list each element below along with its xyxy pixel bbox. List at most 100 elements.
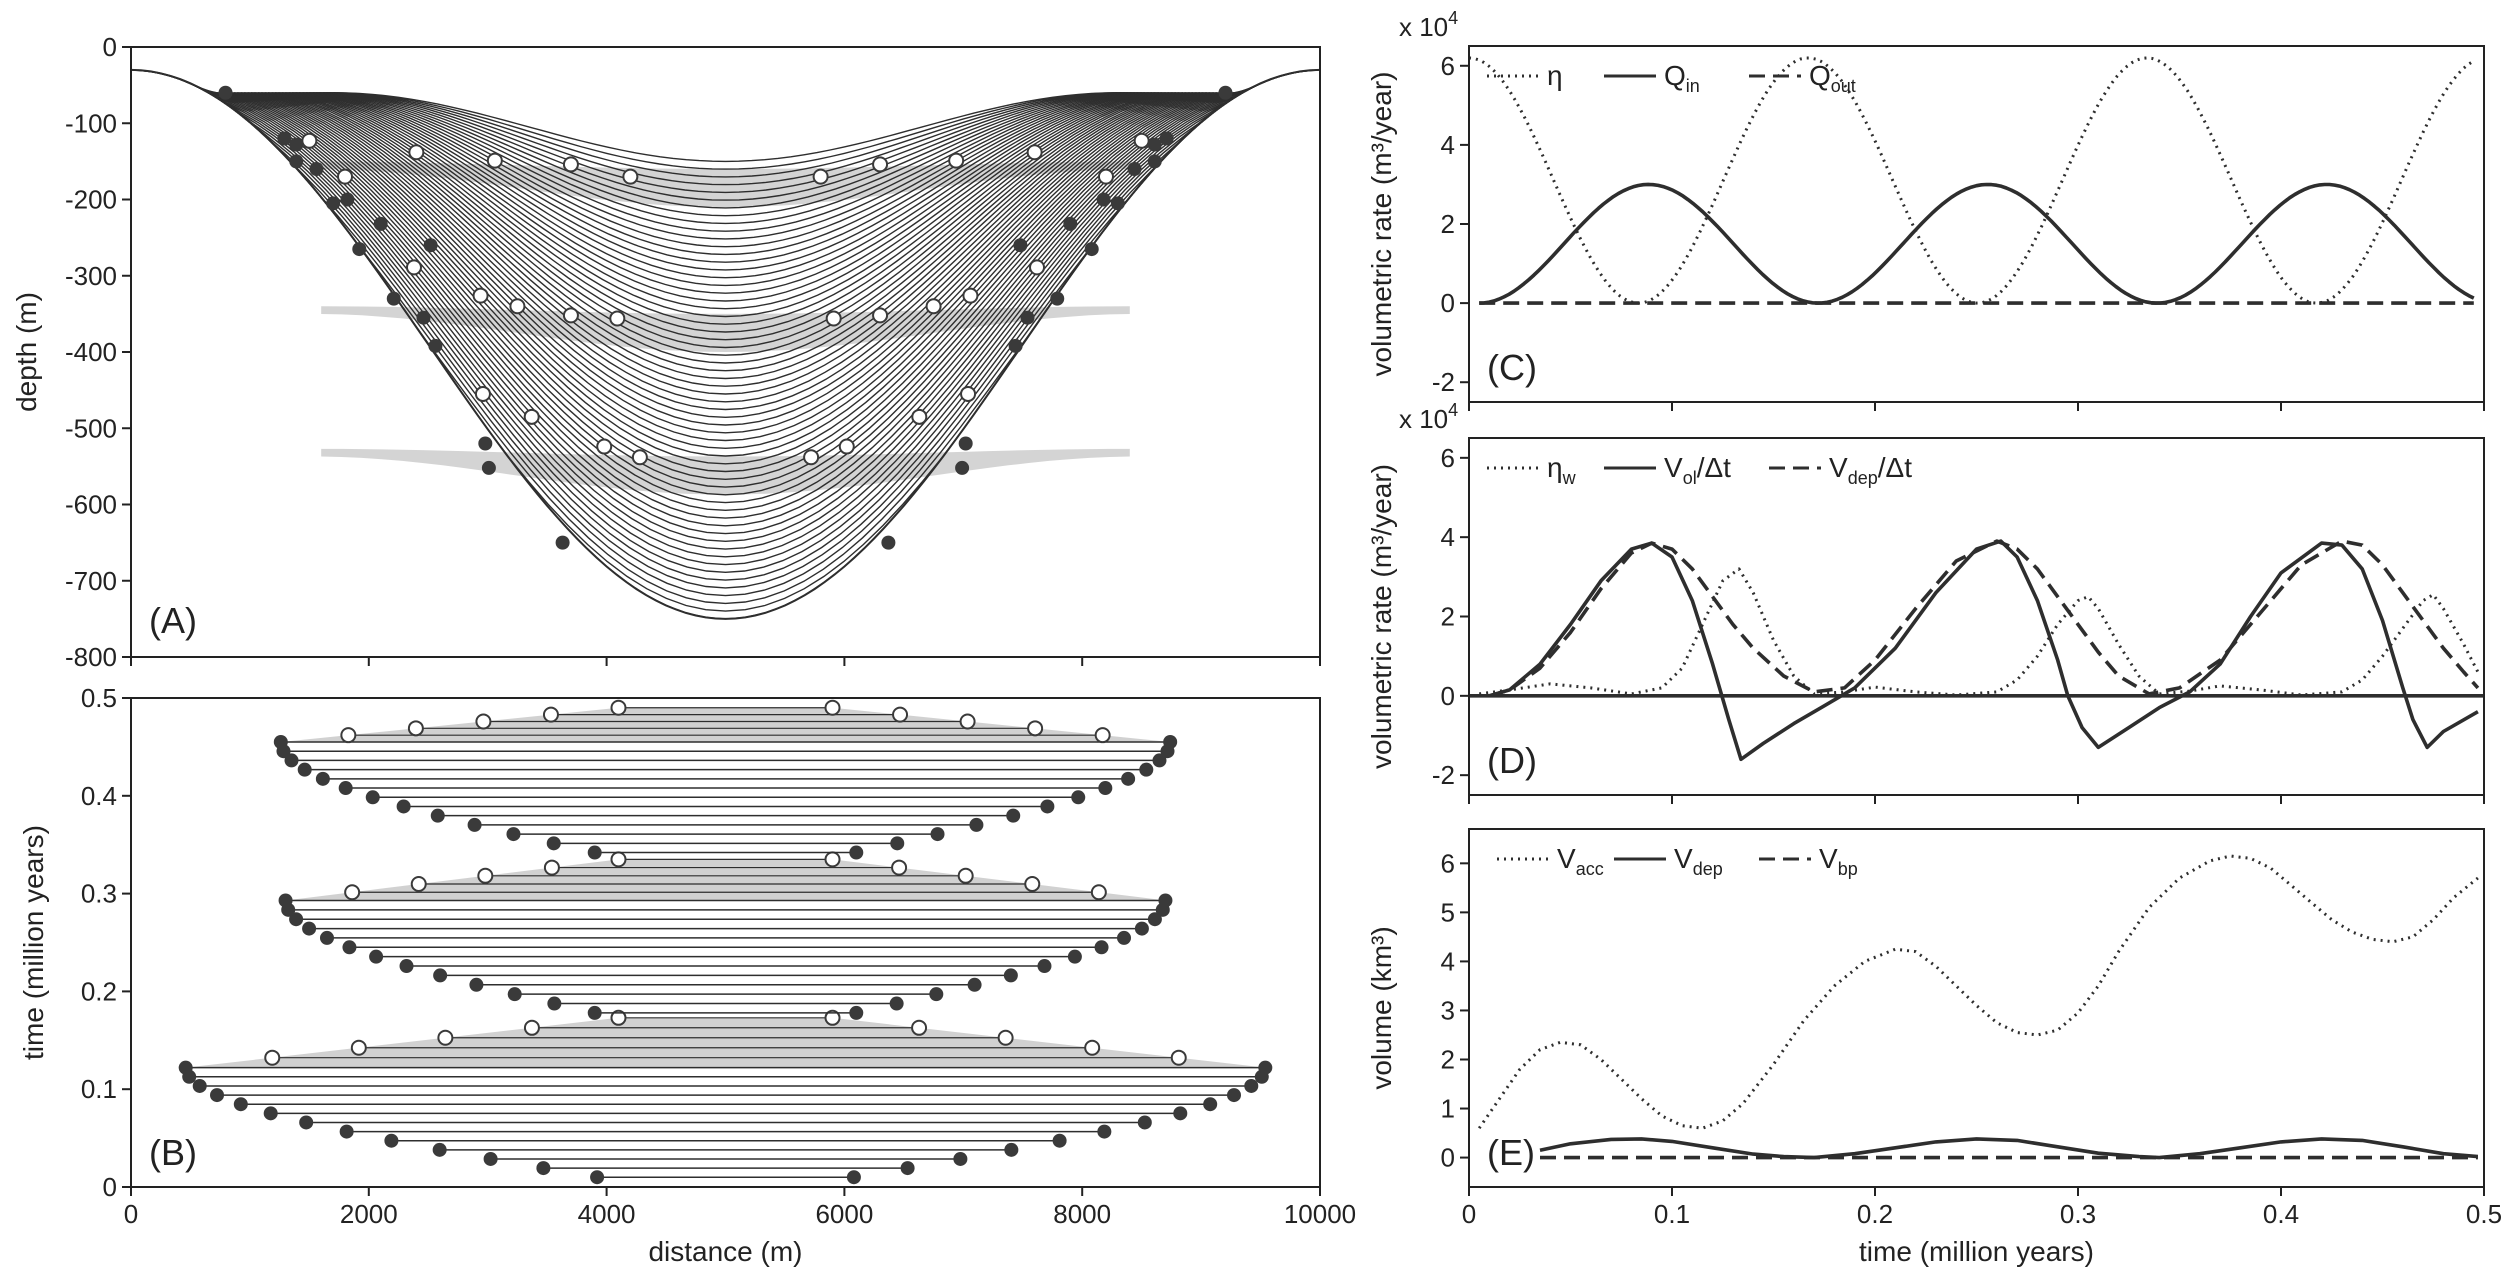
legend-label: η [1547, 60, 1563, 91]
surface-line [322, 92, 1129, 186]
surface-line [175, 76, 1276, 519]
legend-subscript: dep [1693, 859, 1723, 879]
legend-label: Vol/Δt [1664, 452, 1731, 488]
legend-subscript: ol [1683, 468, 1697, 488]
surface-line [158, 72, 1293, 558]
dry-dot [396, 799, 411, 814]
wet-dot [957, 867, 974, 884]
dry-dot [483, 1151, 498, 1166]
y-axis-label: time (million years) [18, 825, 49, 1060]
dry-dot [849, 845, 864, 860]
panel-label: (B) [149, 1132, 197, 1173]
dry-dot [433, 968, 448, 983]
surface-line [326, 92, 1125, 178]
wet-shading [285, 859, 1166, 901]
surface-line [165, 73, 1286, 543]
wet-dot [340, 727, 357, 744]
dry-dot [547, 996, 562, 1011]
wet-dot [543, 859, 560, 876]
wet-dot [824, 699, 841, 716]
plot-frame [130, 697, 1321, 1188]
panel-a: 0 -100 -200 -300 -400 -500 -600 -700 -800 depth (… [11, 32, 1321, 672]
dry-dot [1037, 959, 1052, 974]
wet-dot [542, 706, 559, 723]
dry-dot [469, 977, 484, 992]
dry-dot [399, 959, 414, 974]
wet-dot [344, 884, 361, 901]
surface-line [240, 92, 1211, 372]
wet-dot [405, 259, 422, 276]
dry-dot [1096, 192, 1111, 207]
wet-dot [838, 438, 855, 455]
y-tick-label: -800 [65, 642, 117, 672]
surface-line [195, 85, 1256, 473]
legend-main: V [1557, 843, 1576, 874]
legend-main: V [1829, 452, 1848, 483]
surface-line [151, 70, 1300, 574]
x-tick-label: 10000 [1284, 1199, 1356, 1229]
y-tick-label: 0.2 [81, 976, 117, 1006]
series--line [1468, 56, 2475, 305]
panel-label: (D) [1487, 740, 1537, 781]
dry-dot [1071, 790, 1086, 805]
legend-subscript: bp [1838, 859, 1858, 879]
surface-line [226, 92, 1225, 403]
surface-line [250, 92, 1201, 349]
dry-dot [1147, 912, 1162, 927]
dry-dot [478, 436, 493, 451]
surface-line [312, 92, 1139, 209]
dry-dot [342, 940, 357, 955]
wet-dot [596, 438, 613, 455]
surface-line [206, 90, 1245, 450]
y-tick-label: -100 [65, 108, 117, 138]
y-tick-label: 6 [1441, 51, 1455, 81]
wet-dot [892, 706, 909, 723]
y-tick-label: 5 [1441, 897, 1455, 927]
dry-dot [352, 242, 367, 257]
dry-dot [1013, 238, 1028, 253]
legend-main: η [1547, 452, 1563, 483]
dry-dot [326, 196, 341, 211]
surface-line [319, 92, 1132, 194]
dry-dot [178, 1060, 193, 1075]
legend-label: ηw [1547, 452, 1577, 488]
wet-dot [1024, 876, 1041, 893]
wet-dot [610, 1009, 627, 1026]
series-volt-line [1488, 539, 2479, 762]
wet-dot [812, 168, 829, 185]
surface-line [147, 70, 1304, 581]
y-tick-label: 0 [1441, 288, 1455, 318]
surface-line [237, 92, 1214, 380]
legend-label: Qin [1664, 60, 1700, 96]
legend-label: Vacc [1557, 843, 1604, 879]
y-tick-label: 0 [103, 1172, 117, 1202]
legend-subscript: out [1831, 76, 1856, 96]
dry-dot [890, 836, 905, 851]
surface-line [274, 92, 1177, 294]
y-tick-label: 0 [103, 32, 117, 62]
wet-dot [1027, 720, 1044, 737]
panel-b: 0 0.1 0.2 0.3 0.4 0.5 0 2000 4000 6000 8000 10000 ti… [18, 683, 1356, 1267]
dry-dot [1218, 85, 1233, 100]
surface-line [302, 92, 1149, 232]
dry-dot [1003, 968, 1018, 983]
scale-exponent: 4 [1448, 8, 1458, 28]
dry-dot [967, 977, 982, 992]
x-tick-label: 2000 [340, 1199, 398, 1229]
wet-dot [959, 713, 976, 730]
dry-dot [506, 827, 521, 842]
y-tick-label: -700 [65, 566, 117, 596]
dry-dot [1258, 1060, 1273, 1075]
wet-dot [475, 713, 492, 730]
y-tick-label: 4 [1441, 522, 1455, 552]
dry-dot [507, 987, 522, 1002]
dry-dot [1134, 921, 1149, 936]
wet-dot [407, 720, 424, 737]
y-tick-label: -300 [65, 261, 117, 291]
y-axis-label: volumetric rate (m³/year) [1366, 464, 1397, 769]
dry-dot [1121, 771, 1136, 786]
surface-line [202, 88, 1249, 457]
dry-dot [546, 836, 561, 851]
surface-line [278, 92, 1173, 287]
dry-dot [536, 1161, 551, 1176]
